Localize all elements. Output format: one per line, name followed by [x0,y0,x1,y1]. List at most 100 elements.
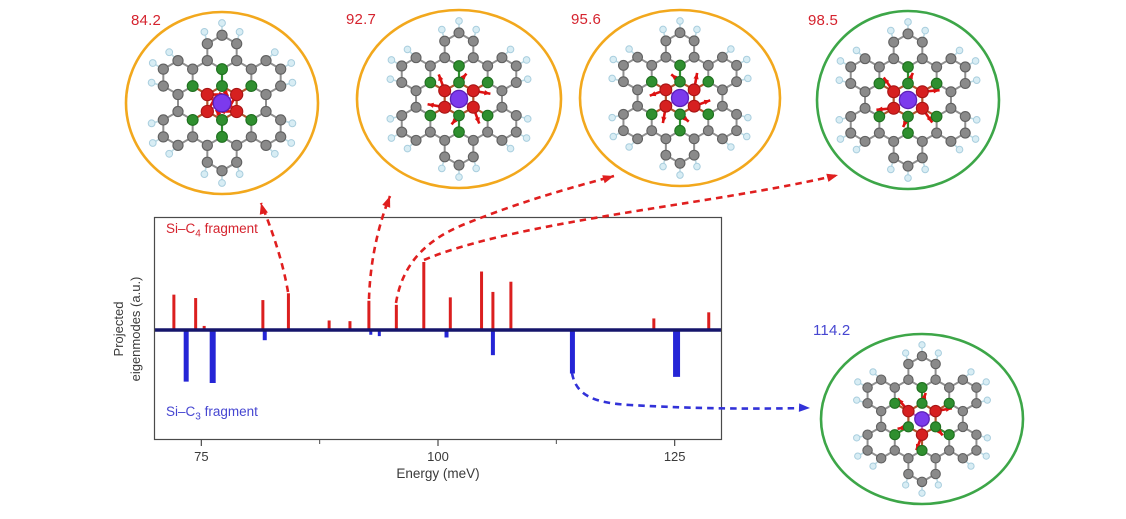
carbon-atom [245,63,257,75]
hydrogen-atom [148,139,157,147]
hydrogen-atom [523,75,532,83]
molecule [147,19,297,187]
carbon-atom [396,76,408,88]
carbon-atom [930,421,942,433]
hydrogen-atom [921,26,929,35]
carbon-atom [888,36,900,48]
hydrogen-atom [853,396,861,404]
carbon-atom [902,127,914,139]
carbon-atom [943,445,955,456]
carbon-atom [916,350,928,362]
carbon-atom [617,108,629,120]
carbon-atom [702,75,715,88]
carbon-atom [231,139,243,151]
carbon-atom [424,109,437,122]
carbon-atom-active [902,404,915,418]
carbon-atom [453,60,465,72]
carbon-atom [632,84,644,96]
silicon-atom [914,411,930,427]
carbon-atom [688,149,700,161]
carbon-atom [510,60,522,72]
hydrogen-atom [438,164,446,173]
hydrogen-atom [403,45,412,54]
hydrogen-atom [836,135,845,143]
connector-arrowhead [382,196,391,208]
carbon-atom [930,468,941,480]
carbon-atom [467,151,479,163]
carbon-atom [424,76,437,89]
hydrogen-atom [386,115,395,123]
hydrogen-atom [625,143,633,151]
carbon-atom [645,75,658,88]
carbon-atom [453,126,465,138]
molecule-inset-diagram [819,332,1025,506]
hydrogen-atom [887,165,895,174]
carbon-atom [260,139,272,151]
carbon-atom [510,110,522,122]
hydrogen-atom [659,162,667,171]
carbon-atom [260,105,272,118]
carbon-atom [889,429,901,441]
hydrogen-atom [967,368,975,376]
carbon-atom-active [466,100,480,114]
hydrogen-atom [165,48,174,57]
carbon-atom [481,109,494,122]
hydrogen-atom [934,481,942,489]
hydrogen-atom [887,26,895,35]
carbon-atom [410,101,422,113]
carbon-atom-active [887,101,901,115]
carbon-atom [873,110,886,123]
carbon-atom [916,53,928,65]
carbon-atom [731,108,743,120]
carbon-atom [157,114,169,126]
carbon-atom [439,52,451,64]
carbon-atom [660,149,672,161]
carbon-atom-active [887,85,901,99]
carbon-atom [903,468,914,480]
carbon-atom [916,135,928,147]
carbon-atom [216,63,228,76]
hydrogen-atom [288,78,297,87]
carbon-atom [916,397,928,409]
carbon-atom-active [230,104,244,119]
inset-ring [578,8,782,188]
carbon-atom [467,35,479,47]
carbon-atom [971,445,982,456]
hydrogen-atom [625,45,633,53]
hydrogen-atom [386,75,395,83]
carbon-atom [889,382,901,393]
plot-frame [153,216,723,441]
hydrogen-atom [983,434,991,442]
carbon-atom [453,109,465,122]
carbon-atom [660,51,672,63]
hydrogen-atom [854,452,862,460]
carbon-atom [632,100,644,112]
carbon-atom [453,76,465,89]
carbon-atom [845,77,857,89]
carbon-atom [916,152,928,164]
carbon-atom [930,77,943,90]
hydrogen-atom [902,481,910,489]
carbon-atom [157,63,169,75]
hydrogen-atom [200,170,209,179]
carbon-atom [903,358,914,370]
silicon-atom [449,89,469,109]
hydrogen-atom [608,113,616,122]
carbon-atom [731,59,743,71]
carbon-atom [930,374,941,385]
carbon-atom [186,113,199,126]
hydrogen-atom [522,56,531,64]
carbon-atom [845,127,857,139]
hydrogen-atom [148,59,157,67]
hydrogen-atom [742,55,751,64]
hydrogen-atom [147,119,156,128]
carbon-atom [888,152,900,164]
carbon-atom [410,134,422,146]
carbon-atom [396,126,408,138]
carbon-atom [845,61,857,73]
hydrogen-atom [742,132,751,141]
carbon-atom [231,55,243,67]
carbon-atom [201,55,213,67]
hydrogen-atom [971,57,980,65]
